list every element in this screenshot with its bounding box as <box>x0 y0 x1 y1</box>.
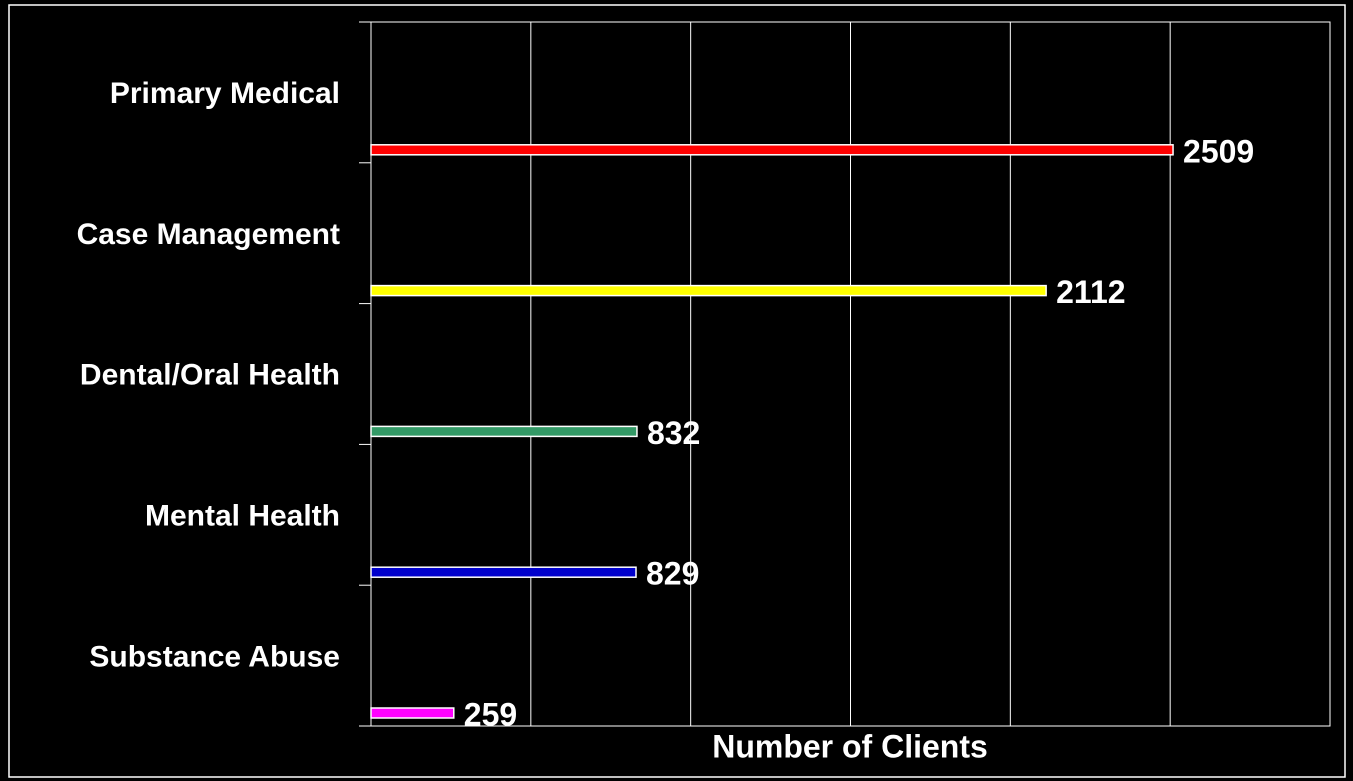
category-label: Dental/Oral Health <box>80 359 340 392</box>
outer-frame <box>8 4 1346 778</box>
x-axis-title: Number of Clients <box>712 728 988 764</box>
category-label: Case Management <box>77 218 340 251</box>
bar <box>370 144 1174 156</box>
category-label: Mental Health <box>145 500 340 533</box>
value-label: 829 <box>646 556 699 592</box>
bar <box>370 707 455 719</box>
category-label: Substance Abuse <box>89 640 340 673</box>
category-label: Primary Medical <box>110 77 340 110</box>
value-label: 259 <box>464 696 517 732</box>
bar <box>370 566 637 578</box>
value-label: 2112 <box>1056 274 1125 310</box>
value-label: 832 <box>647 415 700 451</box>
bar <box>370 425 638 438</box>
plot-frame <box>370 21 1331 727</box>
bar <box>370 284 1047 297</box>
value-label: 2509 <box>1183 133 1254 169</box>
